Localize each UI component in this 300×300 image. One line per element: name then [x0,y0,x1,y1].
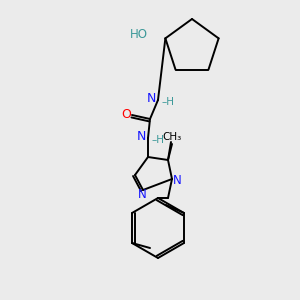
Text: HO: HO [130,28,148,41]
Text: N: N [136,130,146,143]
Text: –H: –H [162,97,175,107]
Text: N: N [172,173,182,187]
Text: –H: –H [152,135,165,145]
Text: O: O [121,107,131,121]
Text: N: N [146,92,156,106]
Text: CH₃: CH₃ [162,132,182,142]
Text: N: N [138,188,146,202]
